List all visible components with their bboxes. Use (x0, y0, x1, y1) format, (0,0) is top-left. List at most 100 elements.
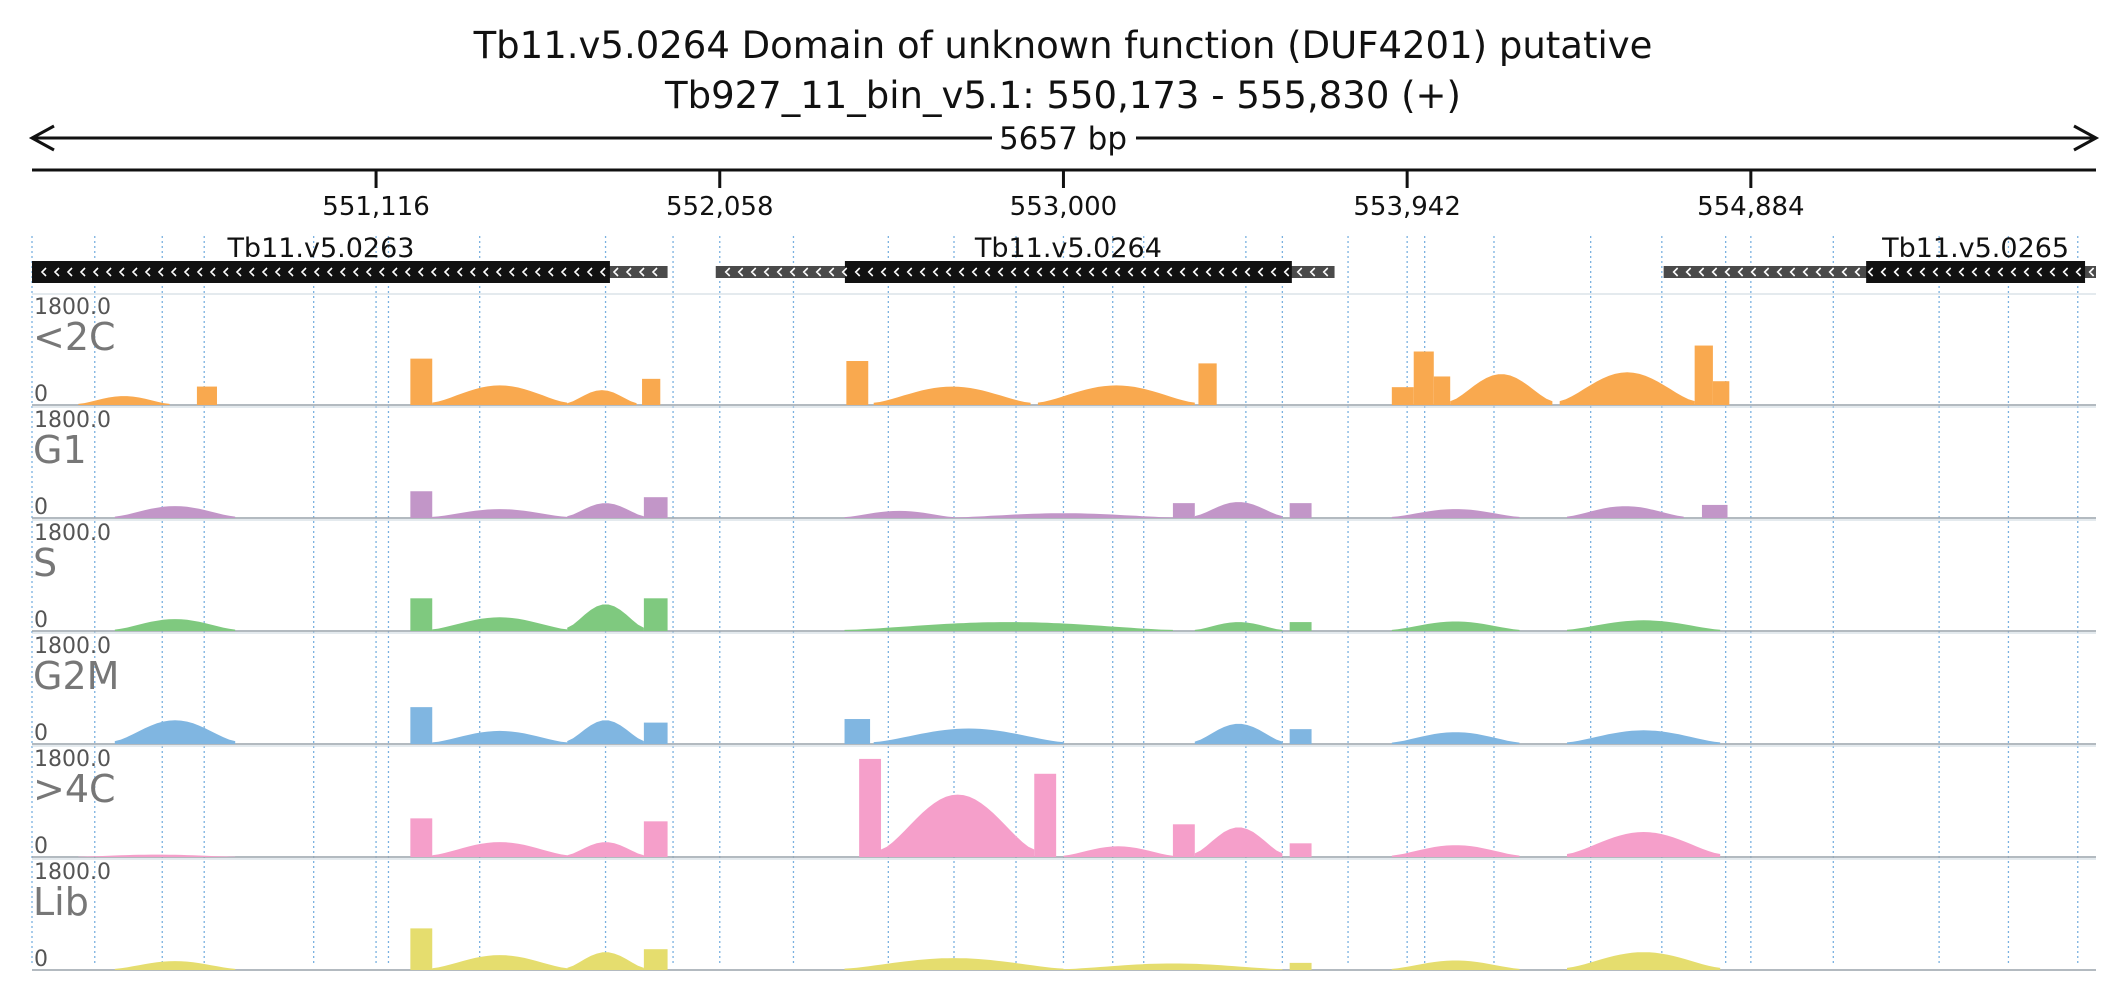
track-ymax: 1800.0 (34, 634, 111, 659)
track-ymin: 0 (34, 947, 48, 972)
track-ymin: 0 (34, 495, 48, 520)
coverage-area (844, 958, 1064, 970)
coverage-bar (1289, 622, 1312, 631)
coverage-area (1566, 952, 1721, 970)
coverage-bar (1701, 504, 1728, 518)
coverage-area (1566, 506, 1684, 518)
ruler-ticks: 551,116 552,058 553,000 553,942 554,884 (322, 170, 1805, 222)
strand-arrows (724, 267, 1329, 277)
coverage-bar (410, 928, 433, 970)
coverage-area (114, 720, 236, 744)
coverage-area (844, 510, 954, 518)
coverage-bar (1034, 773, 1057, 857)
coverage-bar (642, 378, 661, 405)
track-ymin: 0 (34, 608, 48, 633)
span-label: 5657 bp (999, 121, 1127, 157)
coverage-area (1037, 385, 1195, 405)
tick-label: 554,884 (1697, 192, 1805, 222)
coverage-area (1391, 509, 1520, 518)
gene-track: Tb11.v5.0263 Tb11.v5.0264 Tb11.v5.0265 (32, 233, 2096, 283)
coverage-area (1566, 832, 1721, 857)
coverage-bar (410, 358, 433, 405)
coverage-area (1391, 621, 1520, 631)
coverage-bar (1289, 729, 1312, 744)
coverage-area (432, 955, 568, 970)
track-ymax: 1800.0 (34, 408, 111, 433)
track-name: G1 (33, 428, 87, 472)
coverage-bar (410, 491, 433, 518)
chart-title: Tb11.v5.0264 Domain of unknown function … (473, 24, 1653, 67)
coverage-bar (1391, 387, 1414, 405)
strand-arrows (40, 267, 658, 277)
coverage-area (1063, 963, 1283, 970)
track-ymax: 1800.0 (34, 860, 111, 885)
coverage-area (881, 794, 1035, 857)
coverage-area (567, 842, 644, 857)
coverage-bar (1433, 376, 1451, 405)
tick-label: 552,058 (666, 192, 774, 222)
coverage-bar (643, 949, 668, 970)
coverage-area (114, 619, 236, 631)
gene-feature: Tb11.v5.0265 (1663, 233, 2096, 283)
coverage-track: 1800.0 0 G1 (32, 406, 2096, 520)
gene-label: Tb11.v5.0263 (226, 233, 414, 264)
coverage-area (567, 503, 644, 518)
coverage-area (1194, 723, 1283, 744)
gene-label: Tb11.v5.0265 (1881, 233, 2069, 264)
coverage-bar (643, 722, 668, 744)
coverage-area (78, 854, 236, 857)
coverage-area (1559, 372, 1695, 405)
coverage-tracks: 1800.00<2C1800.00G11800.00S1800.00G2M180… (32, 293, 2096, 972)
coverage-area (432, 385, 568, 405)
coverage-bar (1172, 824, 1195, 857)
track-ymin: 0 (34, 382, 48, 407)
track-ymax: 1800.0 (34, 295, 111, 320)
coverage-area (567, 604, 644, 631)
span-indicator: 5657 bp (28, 121, 2100, 157)
coverage-bar (643, 497, 668, 518)
coverage-area (114, 506, 236, 518)
tick-label: 551,116 (322, 192, 430, 222)
coverage-track: 1800.0 0 G2M (32, 632, 2096, 746)
track-name: S (33, 541, 57, 585)
track-name: >4C (33, 767, 116, 811)
coverage-area (844, 622, 1173, 631)
gene-cds (1866, 261, 2086, 283)
gene-cds (32, 261, 610, 283)
coverage-bar (1172, 503, 1195, 518)
tick-label: 553,000 (1010, 192, 1118, 222)
coverage-bar (1289, 843, 1312, 857)
gene-label: Tb11.v5.0264 (974, 233, 1162, 264)
coverage-area (78, 396, 170, 405)
track-ymax: 1800.0 (34, 521, 111, 546)
coverage-track: 1800.0 0 <2C (32, 293, 2096, 407)
coverage-area (1194, 502, 1283, 518)
coverage-area (432, 617, 568, 631)
coverage-bar (410, 818, 433, 857)
track-name: <2C (33, 315, 116, 359)
track-ymin: 0 (34, 721, 48, 746)
coverage-bar (643, 821, 668, 857)
coverage-bar (1289, 962, 1312, 970)
coverage-bar (1289, 503, 1312, 518)
coverage-area (873, 386, 1031, 405)
coverage-bar (844, 719, 871, 744)
coverage-area (953, 513, 1173, 518)
coverage-bar (1694, 345, 1713, 405)
coverage-bar (410, 707, 433, 744)
coverage-bar (859, 758, 882, 857)
track-name: Lib (33, 880, 89, 924)
coverage-bar (1712, 381, 1730, 405)
coverage-track: 1800.0 0 >4C (32, 745, 2096, 859)
coverage-area (873, 728, 1064, 744)
track-ymax: 1800.0 (34, 747, 111, 772)
coverage-bar (643, 598, 668, 631)
coverage-bar (846, 361, 869, 405)
gene-feature: Tb11.v5.0264 (715, 233, 1335, 283)
coverage-bar (1413, 351, 1434, 405)
coverage-area (567, 720, 644, 744)
coverage-area (432, 509, 568, 518)
chart-subtitle: Tb927_11_bin_v5.1: 550,173 - 555,830 (+) (664, 74, 1461, 117)
coverage-area (567, 952, 644, 970)
gene-feature: Tb11.v5.0263 (32, 233, 668, 283)
